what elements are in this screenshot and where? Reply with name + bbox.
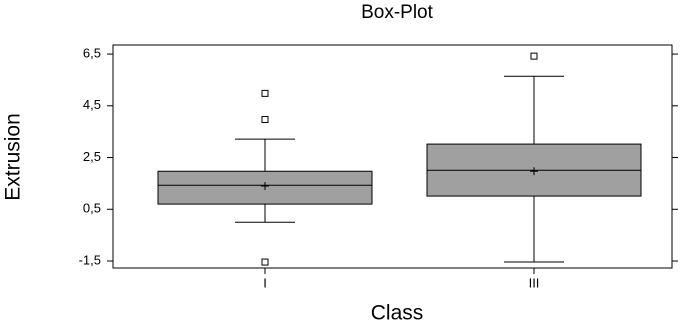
x-tick-label: III <box>529 275 540 290</box>
y-tick-label: 2,5 <box>83 149 101 164</box>
outlier <box>530 52 538 60</box>
mean-marker <box>261 181 269 190</box>
y-tick-label: 0,5 <box>83 201 101 216</box>
y-axis-label: Extrusion <box>2 113 25 201</box>
y-tick-label: 4,5 <box>83 97 101 112</box>
outlier <box>261 116 269 124</box>
y-tick-label: 6,5 <box>83 45 101 60</box>
y-tick-label: -1,5 <box>79 252 101 267</box>
outlier <box>261 89 269 97</box>
x-axis-label: Class <box>371 302 424 324</box>
chart-title: Box-Plot <box>361 2 434 23</box>
outlier <box>261 258 269 266</box>
x-tick-label: I <box>263 275 267 290</box>
plot-frame <box>112 44 673 269</box>
mean-marker <box>530 167 538 176</box>
